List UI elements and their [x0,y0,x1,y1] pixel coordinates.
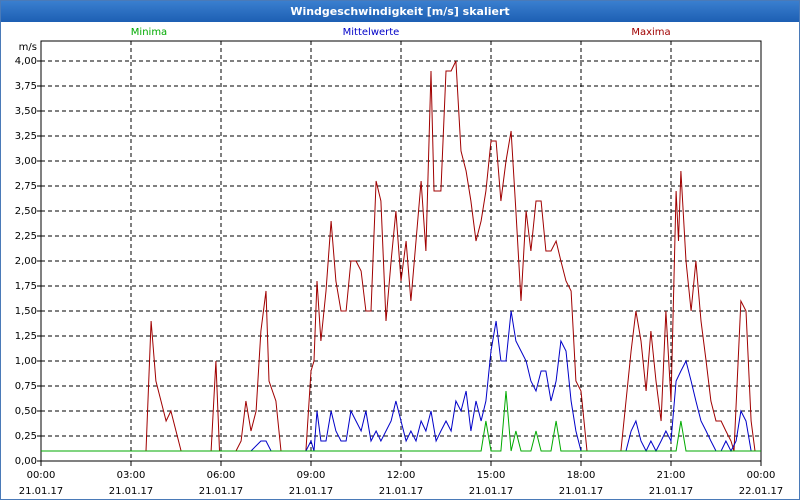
series-line-mittelwerte [41,310,761,453]
y-tick-label: 2,00 [15,256,37,267]
legend-minima: Minima [131,27,167,38]
legend-mittelwerte: Mittelwerte [343,27,400,38]
y-tick-label: 1,25 [15,331,37,342]
series-line-maxima [41,60,761,452]
y-axis-label: m/s [19,42,37,53]
y-tick-label: 1,75 [15,281,37,292]
y-tick-label: 2,50 [15,206,37,217]
x-tick-time-label: 21:00 [657,470,686,481]
x-tick-date-label: 21.01.17 [109,486,154,497]
x-tick-time-label: 18:00 [567,470,596,481]
x-tick-time-label: 06:00 [207,470,236,481]
y-tick-label: 3,75 [15,81,37,92]
legend-maxima: Maxima [631,27,670,38]
x-tick-time-label: 00:00 [747,470,776,481]
y-tick-label: 3,50 [15,106,37,117]
y-tick-label: 1,50 [15,306,37,317]
x-tick-date-label: 21.01.17 [379,486,424,497]
x-tick-time-label: 09:00 [297,470,326,481]
x-tick-date-label: 21.01.17 [649,486,694,497]
y-tick-label: 3,25 [15,131,37,142]
x-tick-date-label: 21.01.17 [469,486,514,497]
chart-title: Windgeschwindigkeit [m/s] skaliert [1,1,799,22]
x-tick-date-label: 21.01.17 [559,486,604,497]
y-tick-label: 2,75 [15,181,37,192]
series-line-minima [41,390,761,452]
x-tick-date-label: 21.01.17 [289,486,334,497]
x-tick-date-label: 21.01.17 [199,486,244,497]
y-tick-label: 2,25 [15,231,37,242]
x-tick-time-label: 15:00 [477,470,506,481]
x-tick-time-label: 03:00 [117,470,146,481]
y-tick-label: 3,00 [15,156,37,167]
y-tick-label: 0,75 [15,381,37,392]
y-tick-label: 4,00 [15,56,37,67]
y-tick-label: 0,50 [15,406,37,417]
x-tick-time-label: 12:00 [387,470,416,481]
y-tick-label: 0,25 [15,431,37,442]
x-tick-date-label: 21.01.17 [19,486,64,497]
y-tick-label: 1,00 [15,356,37,367]
x-tick-date-label: 22.01.17 [739,486,784,497]
y-tick-label: 0,00 [15,456,37,467]
x-tick-time-label: 00:00 [27,470,56,481]
